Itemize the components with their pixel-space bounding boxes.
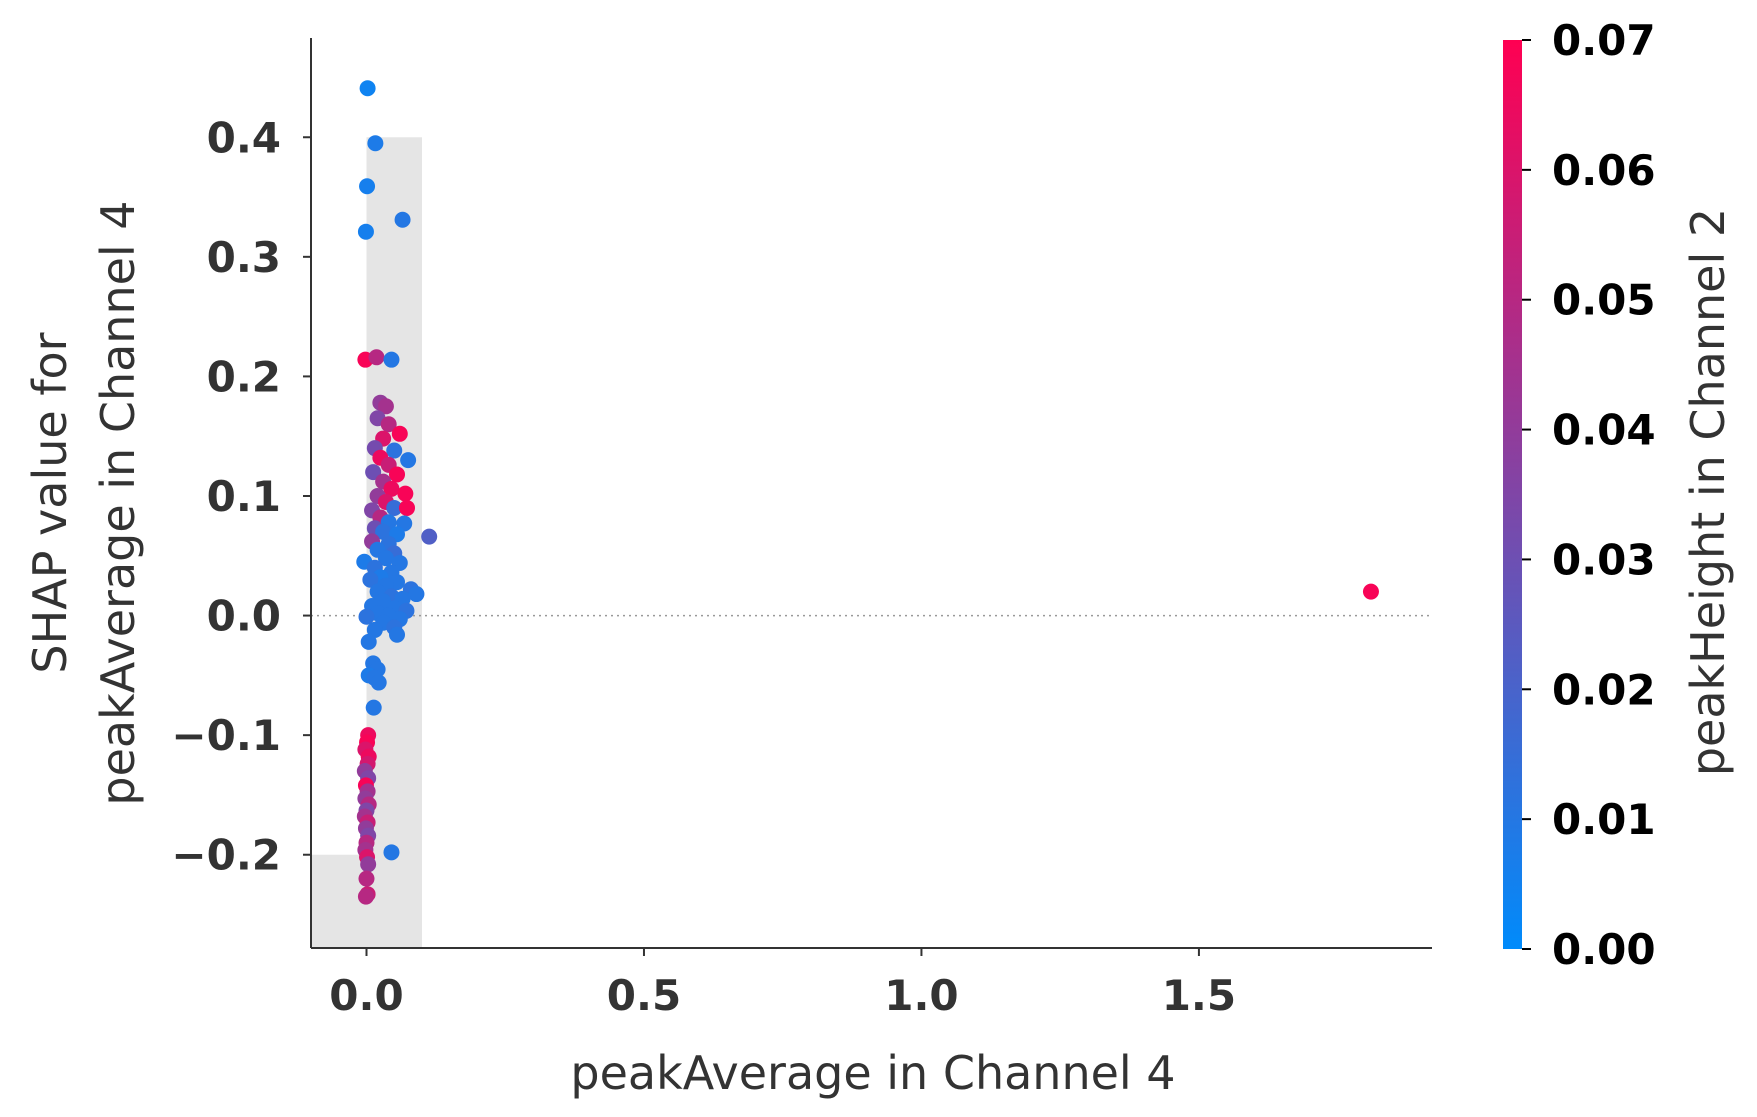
x-tick-label: 0.0 [329,971,403,1020]
scatter-points [356,80,1379,905]
data-point [391,425,408,442]
data-point [357,223,374,240]
y-tick-label: 0.1 [207,472,281,521]
colorbar: 0.00 0.01 0.02 0.03 0.04 0.05 0.06 0.07 [1503,16,1656,974]
data-point [367,135,384,152]
y-tick-label: 0.3 [207,233,281,282]
data-point [375,523,392,540]
colorbar-tick-label: 0.03 [1552,535,1656,584]
x-tick-label: 1.5 [1162,971,1236,1020]
y-tick-label: 0.2 [207,352,281,401]
data-point [400,452,417,469]
data-point [359,178,376,195]
data-point [394,211,411,228]
y-axis-title-line-1: SHAP value for [23,332,77,673]
data-point [366,621,383,638]
data-point [365,464,382,481]
data-point [1362,583,1379,600]
y-axis-title: SHAP value for peakAverage in Channel 4 [23,200,145,805]
data-point [368,349,385,366]
data-point [397,485,414,502]
data-point [383,844,400,861]
data-point [377,398,394,415]
colorbar-tick-label: 0.05 [1552,276,1656,325]
y-tick-label: −0.2 [171,831,281,880]
data-point [408,586,425,603]
data-point [360,856,377,873]
data-point [377,550,394,567]
colorbar-tick-label: 0.00 [1552,925,1656,974]
data-point [359,80,376,97]
data-point [389,466,406,483]
data-point [365,699,382,716]
data-point [370,674,387,691]
data-point [386,499,403,516]
y-tick-label: −0.1 [171,711,281,760]
axes [310,38,1432,949]
colorbar-tick-label: 0.04 [1552,406,1656,455]
data-point [386,442,403,459]
colorbar-gradient [1503,40,1522,949]
y-tick-label: 0.0 [207,592,281,641]
data-point [399,499,416,516]
data-point [360,633,377,650]
data-point [380,416,397,433]
colorbar-title: peakHeight in Channel 2 [1681,208,1735,776]
data-point [383,480,400,497]
data-point [362,571,379,588]
data-point [389,626,406,643]
histogram-bar [311,854,367,948]
data-point [358,870,375,887]
y-tick-label: 0.4 [207,113,281,162]
data-point [421,528,438,545]
tick-labels: 0.0 0.5 1.0 1.5 −0.2 −0.1 0.0 0.1 0.2 0.3 0.4 [171,113,1236,1020]
colorbar-tick-label: 0.02 [1552,665,1656,714]
data-point [358,608,375,625]
x-tick-label: 1.0 [884,971,958,1020]
x-tick-label: 0.5 [607,971,681,1020]
colorbar-tick-label: 0.01 [1552,795,1656,844]
y-axis-title-line-2: peakAverage in Channel 4 [91,200,145,805]
data-point [383,351,400,368]
colorbar-tick-label: 0.07 [1552,16,1656,65]
colorbar-tick-label: 0.06 [1552,146,1656,195]
x-axis-title: peakAverage in Channel 4 [570,1046,1175,1100]
data-point [357,888,374,905]
